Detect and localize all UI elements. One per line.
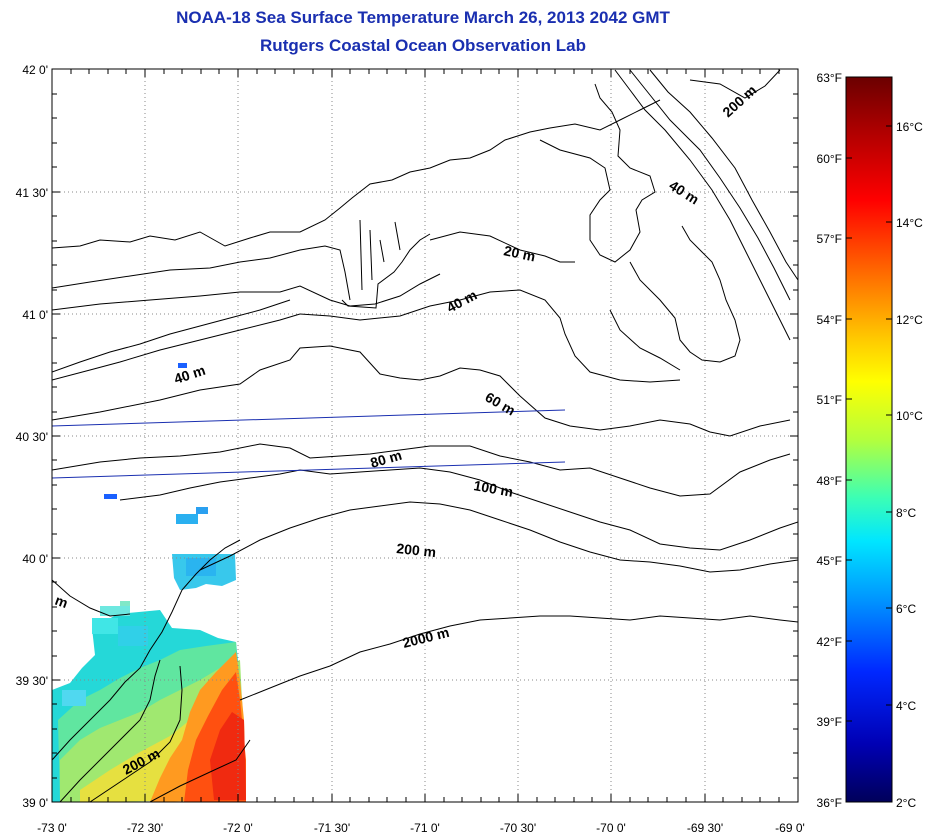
fahrenheit-label: 48°F xyxy=(817,474,842,488)
fahrenheit-label: 42°F xyxy=(817,635,842,649)
lon-label: -70 30' xyxy=(500,821,536,835)
axis-ticks xyxy=(51,68,798,802)
lat-label: 41 0' xyxy=(22,308,48,322)
lon-label: -71 0' xyxy=(410,821,440,835)
lat-label: 39 0' xyxy=(22,796,48,810)
colorbar-celsius-labels: 16°C 14°C 12°C 10°C 8°C 6°C 4°C 2°C xyxy=(896,120,923,810)
map-title: NOAA-18 Sea Surface Temperature March 26… xyxy=(176,8,670,27)
lat-label: 40 30' xyxy=(16,430,48,444)
coastline-and-contours xyxy=(52,69,798,802)
lat-label: 39 30' xyxy=(16,674,48,688)
lat-label: 40 0' xyxy=(22,552,48,566)
contour-label: 2000 m xyxy=(401,624,451,651)
colorbar xyxy=(845,76,893,803)
celsius-label: 6°C xyxy=(896,602,916,616)
lon-label: -72 30' xyxy=(127,821,163,835)
fahrenheit-label: 60°F xyxy=(817,152,842,166)
longitude-labels: -73 0' -72 30' -72 0' -71 30' -71 0' -70… xyxy=(37,821,805,835)
fahrenheit-label: 45°F xyxy=(817,554,842,568)
celsius-label: 14°C xyxy=(896,216,923,230)
fahrenheit-label: 51°F xyxy=(817,393,842,407)
contour-label: 100 m xyxy=(472,477,514,500)
celsius-label: 8°C xyxy=(896,506,916,520)
fahrenheit-label: 63°F xyxy=(817,71,842,85)
lon-label: -70 0' xyxy=(596,821,626,835)
contour-label: 40 m xyxy=(666,177,702,207)
contour-label: 40 m xyxy=(444,287,480,316)
fahrenheit-label: 36°F xyxy=(817,796,842,810)
celsius-label: 12°C xyxy=(896,313,923,327)
lon-label: -69 30' xyxy=(687,821,723,835)
sst-pixels xyxy=(52,363,246,802)
celsius-label: 2°C xyxy=(896,796,916,810)
contour-label: 60 m xyxy=(483,389,519,419)
celsius-label: 16°C xyxy=(896,120,923,134)
contour-label: 20 m xyxy=(502,242,537,264)
lon-label: -73 0' xyxy=(37,821,67,835)
lon-label: -71 30' xyxy=(314,821,350,835)
celsius-label: 4°C xyxy=(896,699,916,713)
colorbar-fahrenheit-labels: 63°F 60°F 57°F 54°F 51°F 48°F 45°F 42°F … xyxy=(817,71,842,810)
lat-label: 42 0' xyxy=(22,63,48,77)
contour-label: 200 m xyxy=(396,540,437,560)
grid-lines xyxy=(52,69,798,802)
latitude-labels: 42 0' 41 30' 41 0' 40 30' 40 0' 39 30' 3… xyxy=(16,63,48,810)
contour-label: m xyxy=(53,592,70,611)
fahrenheit-label: 57°F xyxy=(817,232,842,246)
contour-label: 40 m xyxy=(172,362,207,387)
lon-label: -69 0' xyxy=(775,821,805,835)
lat-label: 41 30' xyxy=(16,186,48,200)
lon-label: -72 0' xyxy=(223,821,253,835)
colorbar-ticks xyxy=(846,76,892,803)
celsius-label: 10°C xyxy=(896,409,923,423)
map-subtitle: Rutgers Coastal Ocean Observation Lab xyxy=(260,36,586,55)
fahrenheit-label: 54°F xyxy=(817,313,842,327)
fahrenheit-label: 39°F xyxy=(817,715,842,729)
